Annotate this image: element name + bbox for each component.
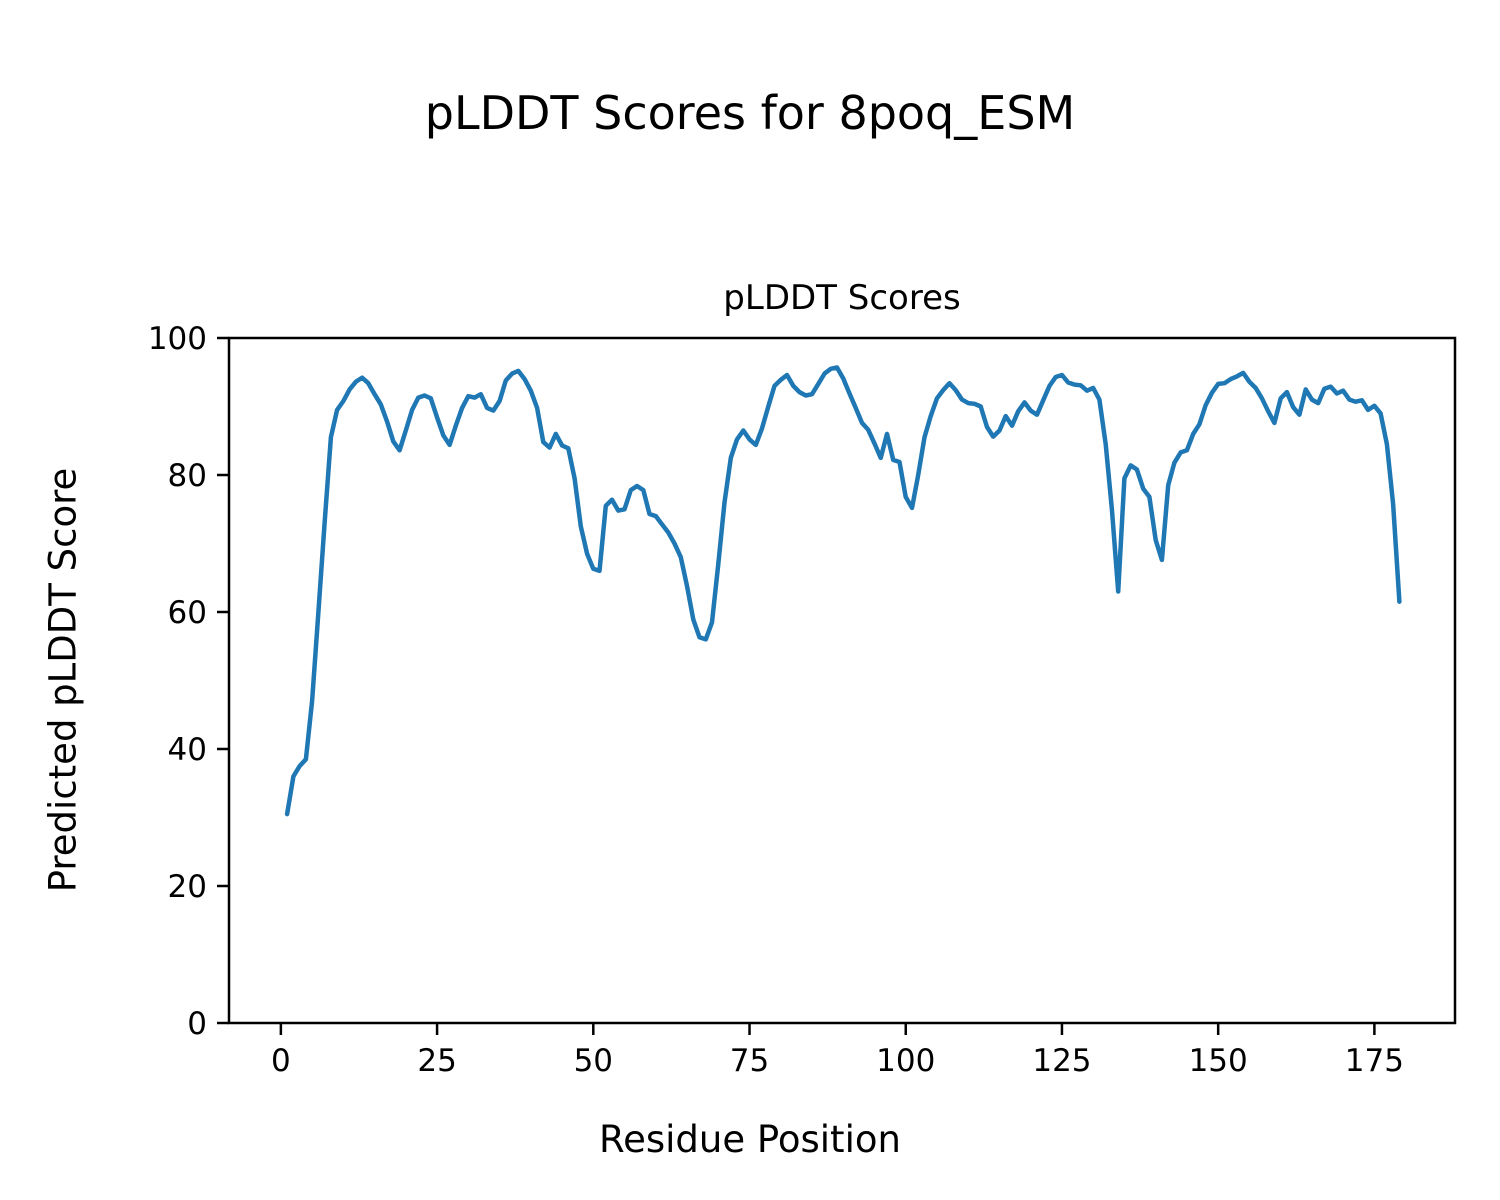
y-tick-label: 60 [168,595,207,631]
x-tick-label: 175 [1345,1043,1404,1079]
axes-spines [227,336,1457,1025]
x-tick-label: 0 [271,1043,291,1079]
axes-title: pLDDT Scores [723,278,961,318]
y-tick-label: 0 [187,1006,207,1042]
y-tick-label: 80 [168,458,207,494]
x-tick-label: 25 [417,1043,456,1079]
x-axis-label: Residue Position [599,1118,901,1161]
x-tick-label: 75 [730,1043,769,1079]
plddt-line [284,365,1402,817]
y-tick-label: 100 [148,321,207,357]
x-tick-label: 125 [1032,1043,1091,1079]
y-tick-label: 40 [168,732,207,768]
x-tick-label: 150 [1189,1043,1248,1079]
figure-title: pLDDT Scores for 8poq_ESM [424,86,1076,140]
x-tick-label: 50 [574,1043,613,1079]
x-tick-label: 100 [876,1043,935,1079]
y-tick-label: 20 [168,869,207,905]
